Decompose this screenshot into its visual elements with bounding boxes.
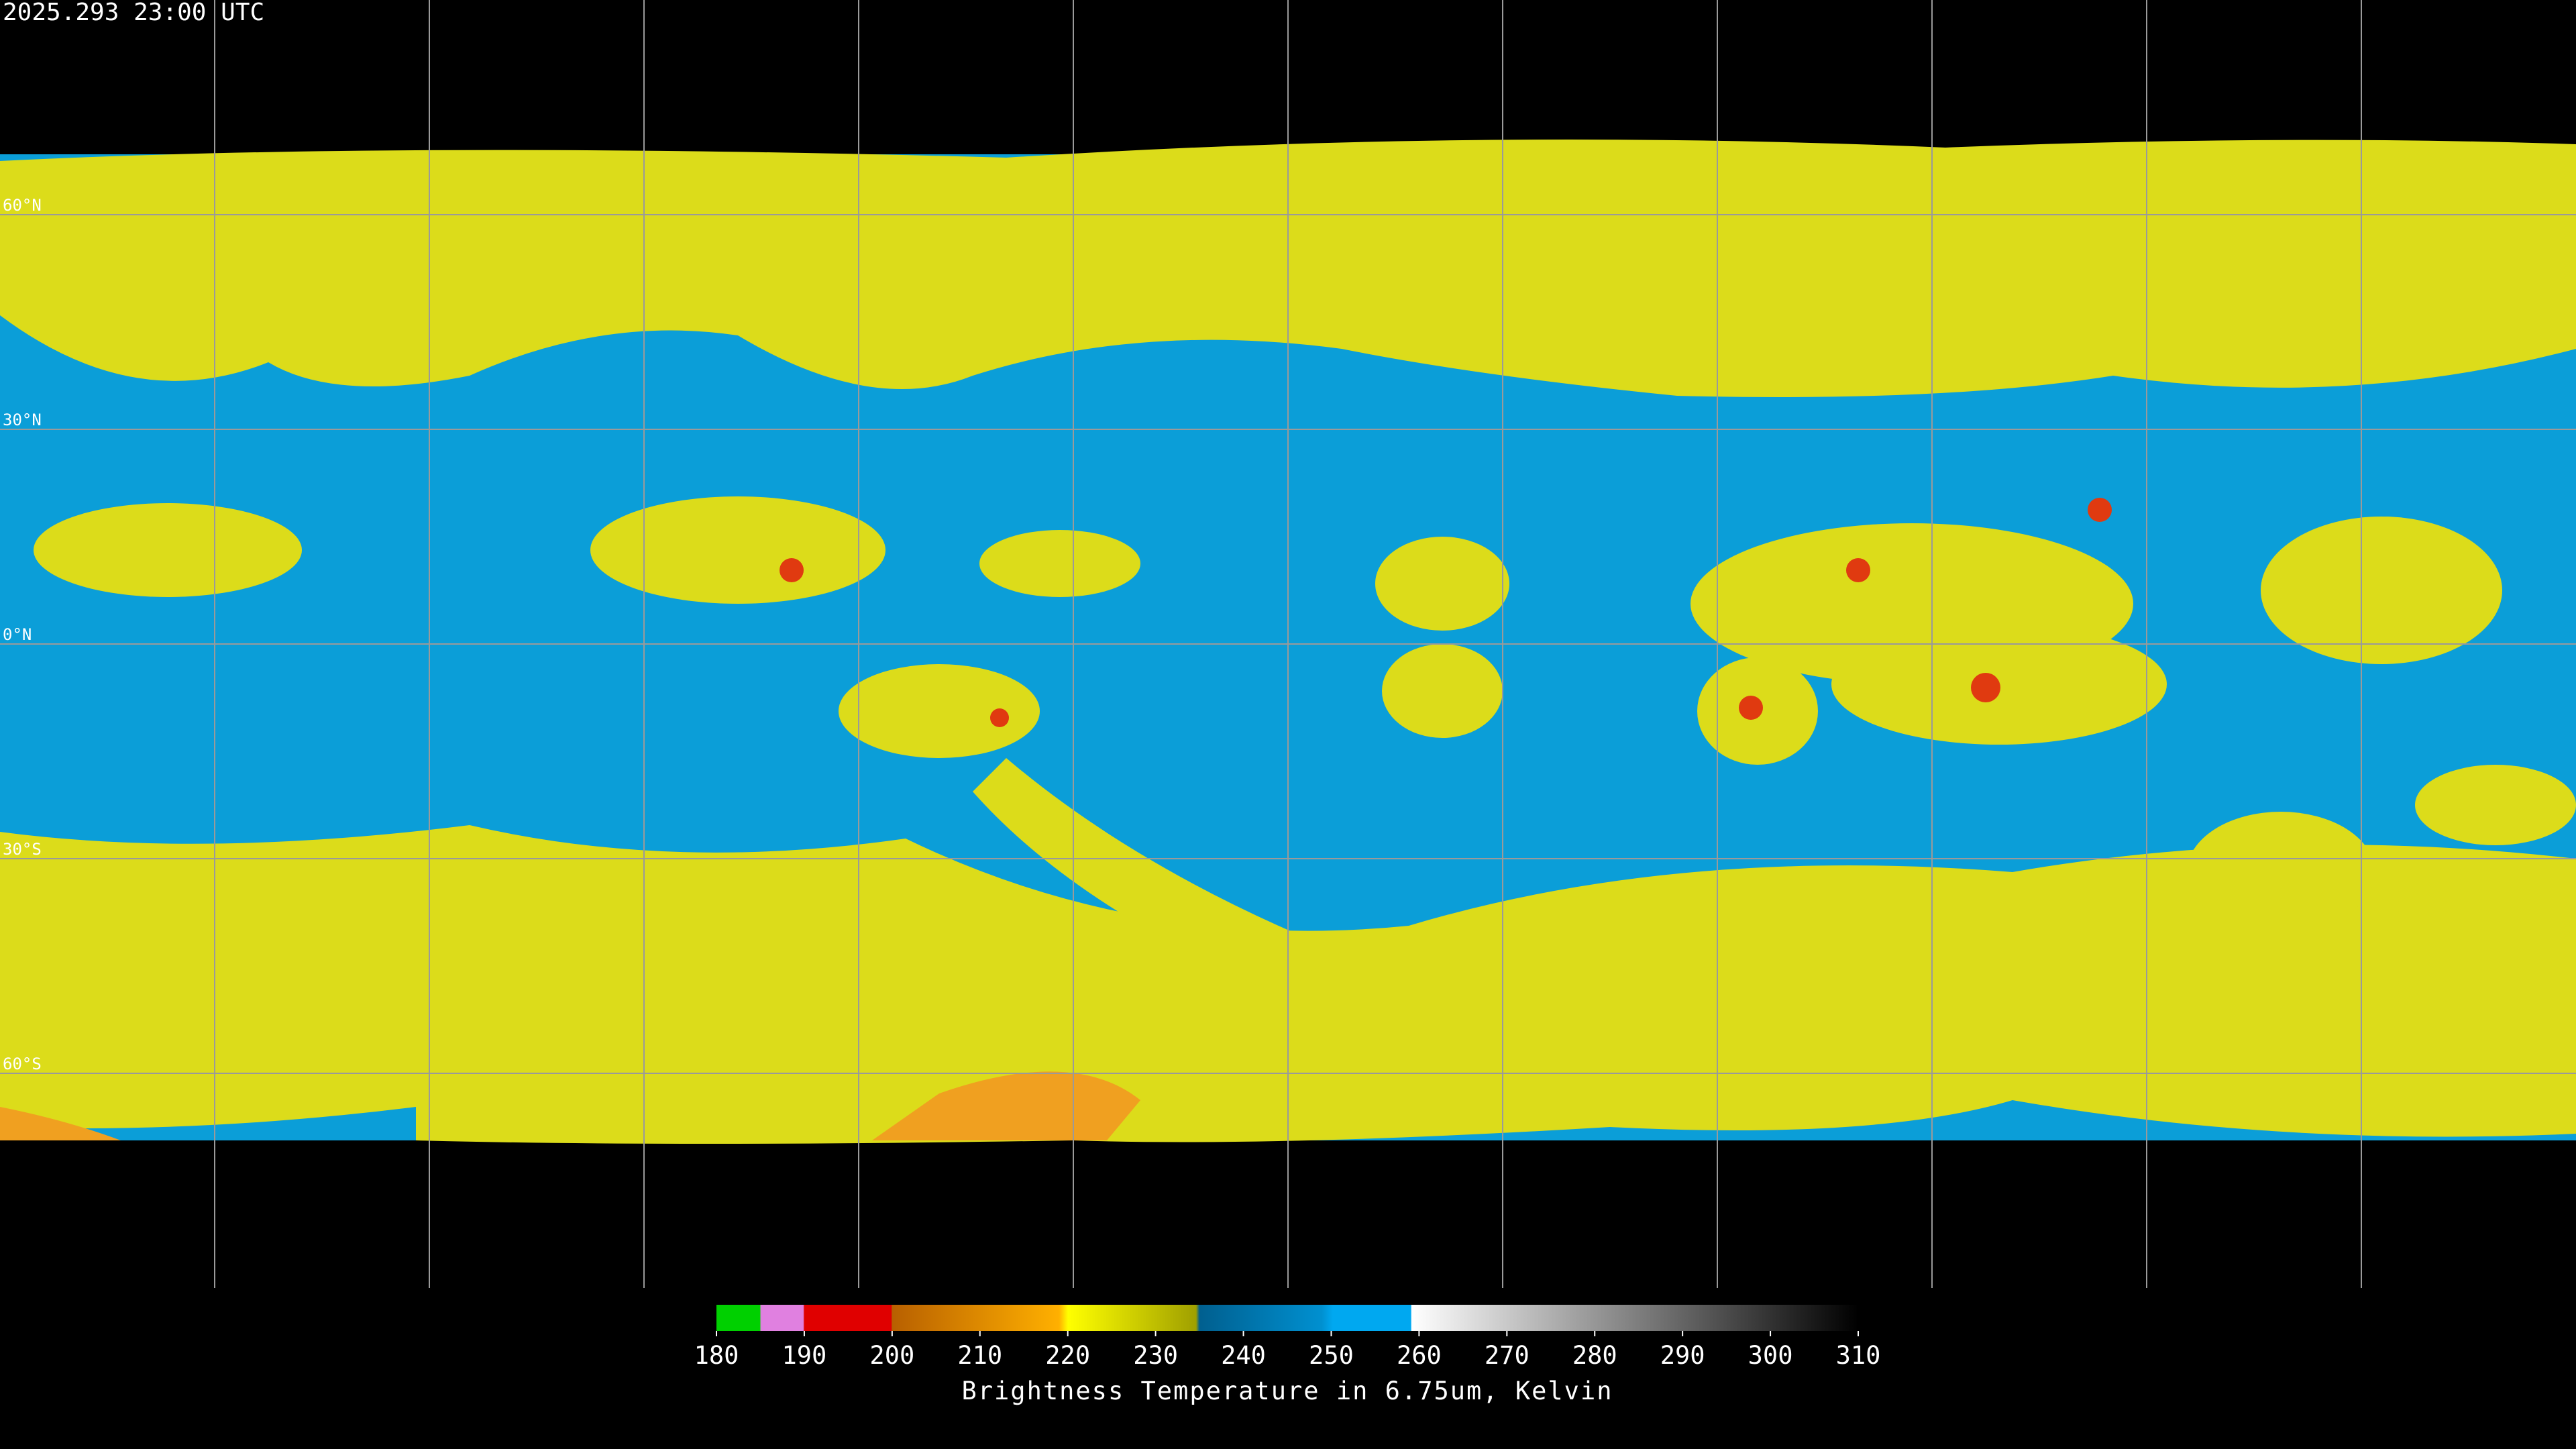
colorbar-tick-label: 260 [1397,1341,1442,1370]
lat-label: 30°S [3,840,42,859]
graticule [0,0,2576,1288]
colorbar-tick-label: 180 [694,1341,739,1370]
colorbar-tick-label: 210 [957,1341,1002,1370]
colorbar-tick-label: 280 [1572,1341,1617,1370]
lat-label: 30°N [3,411,42,429]
colorbar-tick-label: 230 [1133,1341,1178,1370]
colorbar-tick-label: 220 [1045,1341,1090,1370]
colorbar-tick-label: 300 [1748,1341,1793,1370]
moist-plume [973,758,1342,993]
colorbar-tick-label: 290 [1660,1341,1705,1370]
cold-tops [780,498,2112,727]
colorbar-tick-label: 240 [1221,1341,1266,1370]
lat-label: 0°N [3,625,32,644]
colorbar-tick-label: 270 [1485,1341,1529,1370]
colorbar-tick-label: 190 [782,1341,827,1370]
lat-label: 60°N [3,196,42,215]
timestamp: 2025.293 23:00 UTC [3,0,264,26]
colorbar-tick-label: 200 [869,1341,914,1370]
colorbar-tick-label: 310 [1836,1341,1881,1370]
colorbar-tick-label: 250 [1309,1341,1354,1370]
colorbar-label: Brightness Temperature in 6.75um, Kelvin [961,1377,1613,1405]
lat-label: 60°S [3,1055,42,1073]
colorbar [716,1305,1858,1331]
